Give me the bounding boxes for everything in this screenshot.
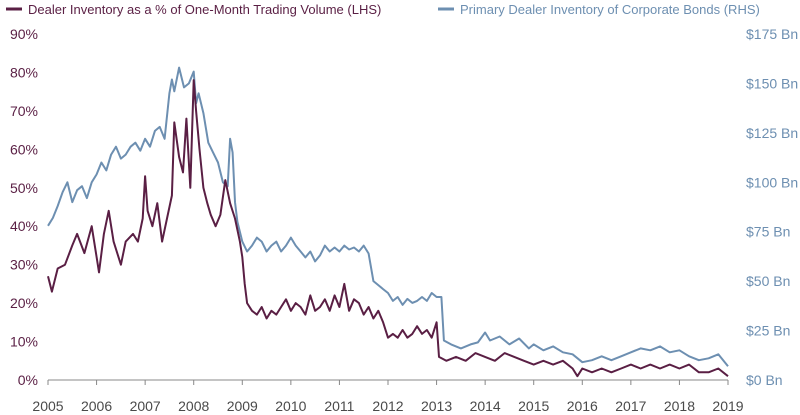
x-tick-label: 2008 [178, 398, 209, 414]
legend: Dealer Inventory as a % of One-Month Tra… [6, 2, 760, 17]
legend-label-rhs: Primary Dealer Inventory of Corporate Bo… [460, 2, 760, 17]
x-axis: 2005 2006 2007 2008 2009 2010 2011 2012 2013 2014… [32, 380, 744, 414]
y-left-tick-label: 60% [10, 141, 38, 157]
x-tick-label: 2015 [518, 398, 549, 414]
y-right-tick-label: $125 Bn [746, 125, 798, 141]
y-left-tick-label: 20% [10, 295, 38, 311]
x-tick-label: 2011 [324, 398, 354, 414]
x-tick-label: 2016 [567, 398, 598, 414]
x-tick-label: 2018 [664, 398, 695, 414]
x-tick-label: 2010 [275, 398, 306, 414]
legend-label-lhs: Dealer Inventory as a % of One-Month Tra… [28, 2, 381, 17]
y-right-tick-label: $100 Bn [746, 174, 798, 190]
y-left-tick-label: 0% [18, 372, 38, 388]
y-right-tick-label: $175 Bn [746, 26, 798, 42]
x-tick-label: 2012 [372, 398, 403, 414]
x-tick-label: 2013 [421, 398, 452, 414]
y-left-tick-label: 50% [10, 180, 38, 196]
series-line-lhs [47, 79, 729, 378]
y-left-tick-label: 70% [10, 103, 38, 119]
y-right-tick-label: $150 Bn [746, 75, 798, 91]
x-tick-label: 2009 [227, 398, 258, 414]
x-tick-label: 2017 [615, 398, 646, 414]
y-right-tick-label: $0 Bn [746, 372, 783, 388]
y-left-tick-label: 40% [10, 218, 38, 234]
x-tick-label: 2006 [81, 398, 112, 414]
y-right-tick-label: $75 Bn [746, 224, 790, 240]
y-right-tick-label: $25 Bn [746, 323, 790, 339]
y-left-tick-label: 10% [10, 334, 38, 350]
y-axis-right: $0 Bn $25 Bn $50 Bn $75 Bn $100 Bn $125 Bn $15… [746, 26, 798, 388]
y-left-tick-label: 90% [10, 26, 38, 42]
x-tick-label: 2019 [712, 398, 743, 414]
y-axis-left: 0% 10% 20% 30% 40% 50% 60% 70% 80% 90% [10, 26, 38, 388]
series-line-rhs [47, 66, 729, 367]
y-left-tick-label: 30% [10, 257, 38, 273]
x-tick-label: 2007 [130, 398, 161, 414]
y-right-tick-label: $50 Bn [746, 273, 790, 289]
series-layer [47, 66, 729, 378]
x-tick-label: 2014 [470, 398, 501, 414]
y-left-tick-label: 80% [10, 64, 38, 80]
x-tick-label: 2005 [32, 398, 63, 414]
